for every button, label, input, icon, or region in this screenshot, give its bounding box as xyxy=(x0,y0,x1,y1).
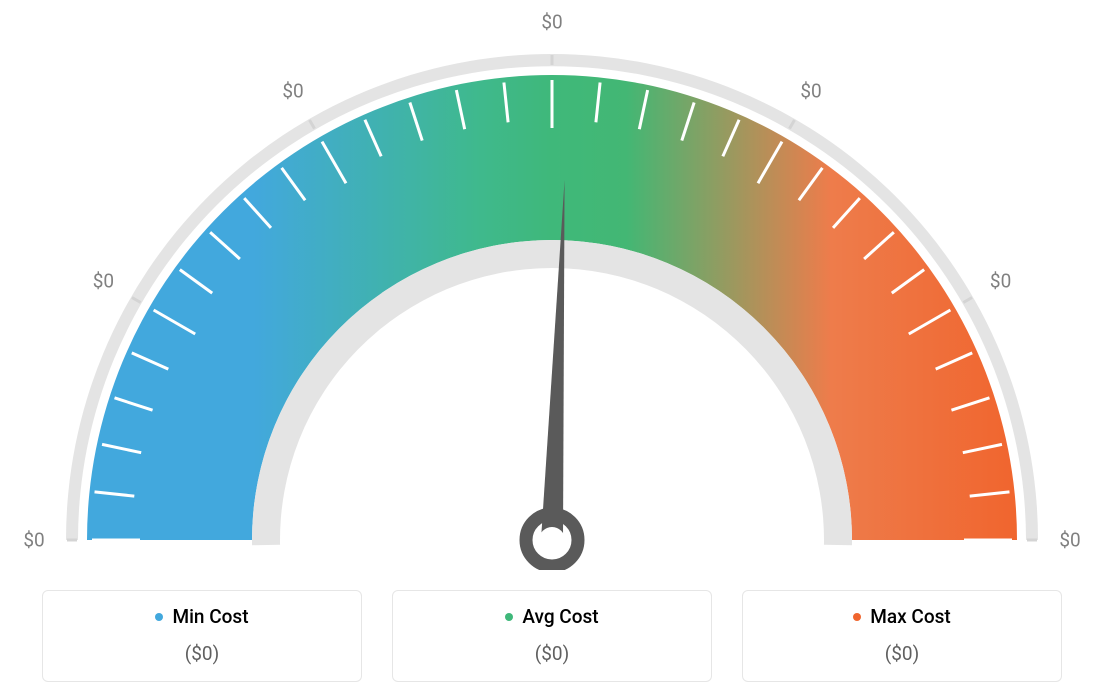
gauge-tick-label: $0 xyxy=(1059,529,1080,552)
legend-card-avg: Avg Cost ($0) xyxy=(392,590,712,682)
legend-label-min: Min Cost xyxy=(172,605,248,628)
gauge-tick-label: $0 xyxy=(282,80,303,103)
gauge-tick-label: $0 xyxy=(990,270,1011,293)
gauge-chart: $0$0$0$0$0$0$0 xyxy=(27,10,1077,570)
legend-dot-min xyxy=(155,613,163,621)
legend-dot-max xyxy=(853,613,861,621)
legend-title-max: Max Cost xyxy=(853,605,950,628)
gauge-svg xyxy=(27,10,1077,570)
legend-value-min: ($0) xyxy=(53,642,351,665)
legend-title-min: Min Cost xyxy=(155,605,248,628)
gauge-tick-label: $0 xyxy=(23,529,44,552)
legend-card-max: Max Cost ($0) xyxy=(742,590,1062,682)
legend-card-min: Min Cost ($0) xyxy=(42,590,362,682)
legend-value-avg: ($0) xyxy=(403,642,701,665)
legend-title-avg: Avg Cost xyxy=(505,605,598,628)
legend-label-avg: Avg Cost xyxy=(522,605,598,628)
legend-label-max: Max Cost xyxy=(870,605,950,628)
legend-value-max: ($0) xyxy=(753,642,1051,665)
legend-dot-avg xyxy=(505,613,513,621)
legend-row: Min Cost ($0) Avg Cost ($0) Max Cost ($0… xyxy=(0,590,1104,682)
gauge-tick-label: $0 xyxy=(800,80,821,103)
gauge-tick-label: $0 xyxy=(541,11,562,34)
gauge-tick-label: $0 xyxy=(93,270,114,293)
